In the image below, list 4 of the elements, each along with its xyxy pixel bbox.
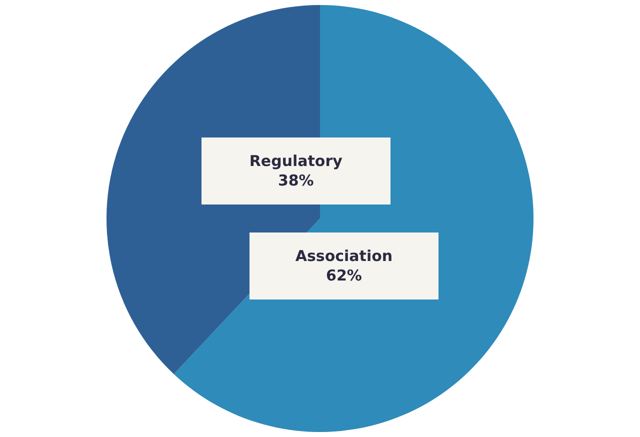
slice-label: Regulatory — [249, 152, 343, 170]
data-label: 38% — [278, 172, 314, 190]
data-label: 62% — [326, 266, 362, 284]
slice-label: Association — [295, 247, 393, 265]
